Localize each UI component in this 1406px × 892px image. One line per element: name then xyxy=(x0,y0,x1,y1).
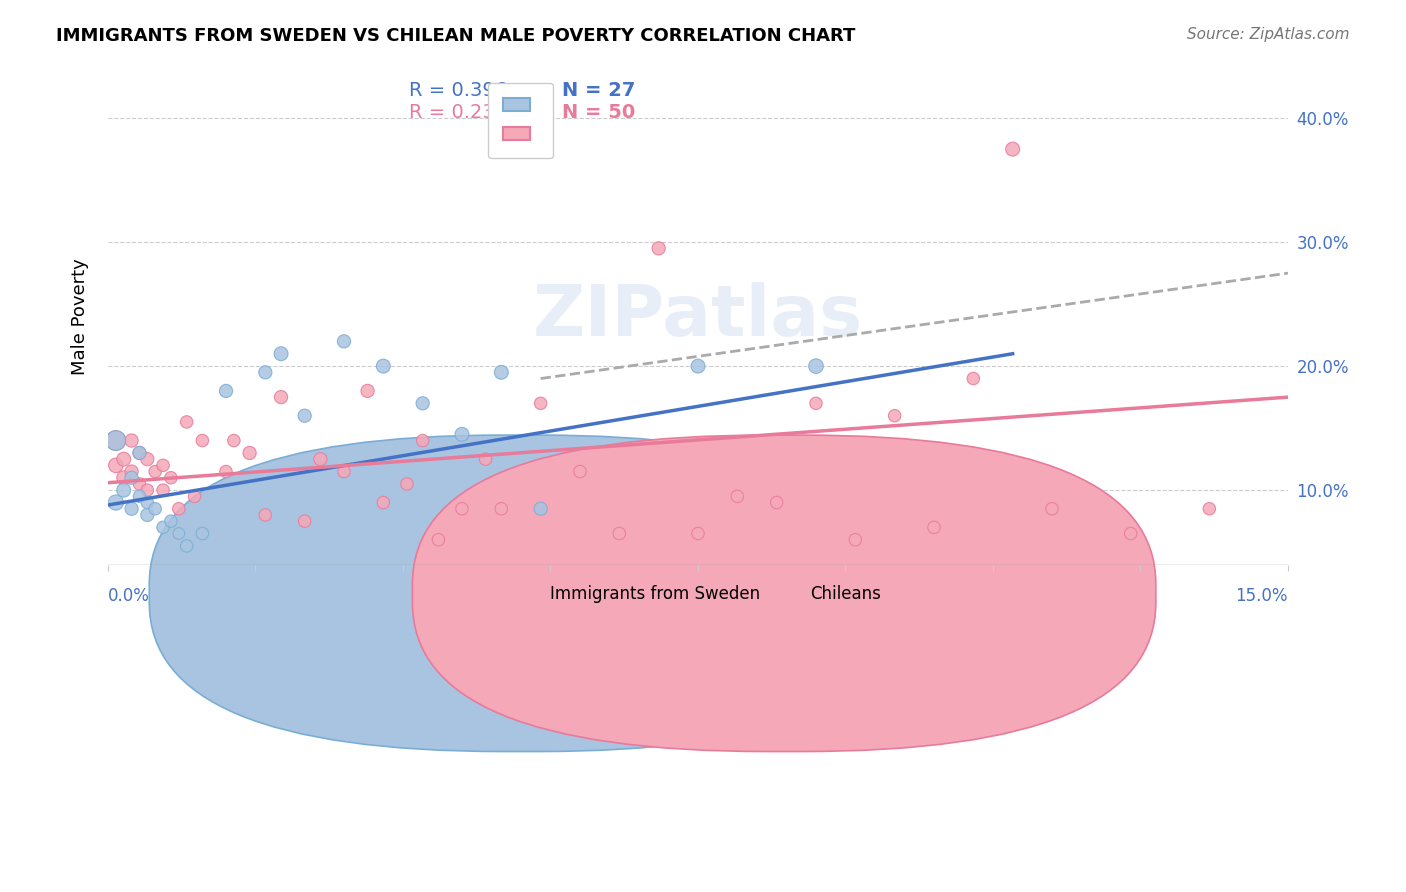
Point xyxy=(569,465,592,479)
Point xyxy=(451,427,474,442)
Point xyxy=(136,508,159,522)
Point xyxy=(254,508,277,522)
Point xyxy=(607,526,630,541)
Point xyxy=(725,489,748,503)
Point xyxy=(309,452,332,467)
Text: 15.0%: 15.0% xyxy=(1236,587,1288,605)
Point xyxy=(373,359,395,373)
Point xyxy=(254,365,277,379)
Text: R = 0.396: R = 0.396 xyxy=(409,81,508,100)
FancyBboxPatch shape xyxy=(149,435,893,752)
Point xyxy=(333,465,356,479)
Point xyxy=(183,489,205,503)
Point xyxy=(530,501,553,516)
Text: IMMIGRANTS FROM SWEDEN VS CHILEAN MALE POVERTY CORRELATION CHART: IMMIGRANTS FROM SWEDEN VS CHILEAN MALE P… xyxy=(56,27,856,45)
Text: N = 27: N = 27 xyxy=(562,81,636,100)
Point xyxy=(128,446,150,460)
Point xyxy=(121,465,143,479)
Point xyxy=(686,359,709,373)
Point xyxy=(356,384,378,398)
Point xyxy=(191,434,214,448)
Point xyxy=(152,483,174,497)
Point xyxy=(160,471,183,485)
Point xyxy=(143,465,166,479)
Point xyxy=(373,495,395,509)
Point xyxy=(128,489,150,503)
Point xyxy=(176,415,198,429)
Point xyxy=(451,501,474,516)
Point xyxy=(804,359,827,373)
Point xyxy=(160,514,183,528)
Point xyxy=(412,396,434,410)
Point xyxy=(883,409,905,423)
Point xyxy=(112,483,135,497)
Point xyxy=(128,477,150,491)
Text: ZIPatlas: ZIPatlas xyxy=(533,282,863,351)
Point xyxy=(112,452,135,467)
Point xyxy=(270,390,292,404)
Point xyxy=(152,520,174,534)
Point xyxy=(136,452,159,467)
Text: R = 0.232: R = 0.232 xyxy=(409,103,508,121)
Point xyxy=(215,384,238,398)
Point xyxy=(1040,501,1063,516)
Point xyxy=(686,526,709,541)
Point xyxy=(474,452,496,467)
Point xyxy=(765,495,787,509)
Point xyxy=(294,409,316,423)
Point xyxy=(962,371,984,385)
Point xyxy=(104,458,127,473)
Point xyxy=(491,501,513,516)
Point xyxy=(167,501,190,516)
Point xyxy=(844,533,866,547)
Point xyxy=(294,514,316,528)
Y-axis label: Male Poverty: Male Poverty xyxy=(72,258,89,375)
Text: N = 50: N = 50 xyxy=(562,103,636,121)
Point xyxy=(395,477,418,491)
Point xyxy=(104,495,127,509)
Point xyxy=(121,501,143,516)
Point xyxy=(412,434,434,448)
Point xyxy=(804,396,827,410)
Point xyxy=(491,365,513,379)
Legend: , : , xyxy=(488,82,554,158)
Text: 0.0%: 0.0% xyxy=(108,587,150,605)
Point xyxy=(1001,142,1024,156)
Point xyxy=(215,465,238,479)
FancyBboxPatch shape xyxy=(412,435,1156,752)
Point xyxy=(104,434,127,448)
Point xyxy=(191,526,214,541)
Point xyxy=(1198,501,1220,516)
Point xyxy=(270,347,292,361)
Point xyxy=(222,434,245,448)
Text: Source: ZipAtlas.com: Source: ZipAtlas.com xyxy=(1187,27,1350,42)
Point xyxy=(121,434,143,448)
Point xyxy=(136,483,159,497)
Point xyxy=(128,446,150,460)
Point xyxy=(239,446,262,460)
Point xyxy=(427,533,450,547)
Point xyxy=(143,501,166,516)
Text: Immigrants from Sweden: Immigrants from Sweden xyxy=(551,585,761,603)
Point xyxy=(136,495,159,509)
Text: Chileans: Chileans xyxy=(810,585,882,603)
Point xyxy=(333,334,356,349)
Point xyxy=(530,396,553,410)
Point xyxy=(104,434,127,448)
Point xyxy=(922,520,945,534)
Point xyxy=(1119,526,1142,541)
Point xyxy=(112,471,135,485)
Point xyxy=(647,241,669,255)
Point xyxy=(176,539,198,553)
Point xyxy=(152,458,174,473)
Point xyxy=(121,471,143,485)
Point xyxy=(167,526,190,541)
